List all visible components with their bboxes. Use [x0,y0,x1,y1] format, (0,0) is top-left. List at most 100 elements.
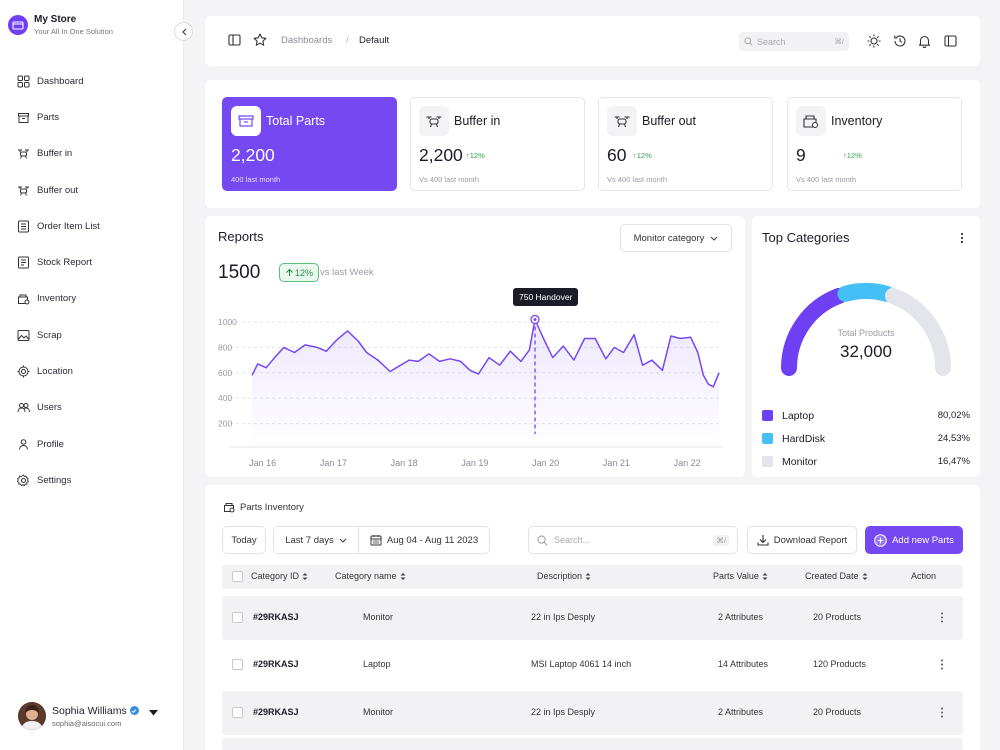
list-icon [17,220,30,233]
user-profile[interactable]: Sophia Williams sophia@aisocui.com [18,702,139,730]
legend-label: Monitor [782,455,818,468]
sidebar-item-location[interactable]: Location [0,353,184,389]
sort-icon [585,572,591,581]
table-row[interactable] [222,738,963,750]
legend-label: Laptop [782,409,815,422]
sidebar-item-parts[interactable]: Parts [0,99,184,135]
sidebar-item-profile[interactable]: Profile [0,426,184,462]
sidebar-item-users[interactable]: Users [0,390,184,426]
sun-icon[interactable] [867,34,881,48]
column-header-created-date[interactable]: Created Date [805,571,868,581]
total-parts-stat-card[interactable]: Total Parts 2,200 400 last month [222,97,397,191]
row-action-icon[interactable] [940,612,944,623]
stat-title: Buffer out [642,114,696,128]
sidebar-item-scrap[interactable]: Scrap [0,317,184,353]
panel-toggle-icon[interactable] [944,35,957,47]
sidebar-item-label: Buffer out [37,184,79,196]
gauge-segment-laptop [781,287,847,376]
table-row[interactable]: #29RKASJ Laptop MSI Laptop 4061 14 inch 14 … [222,643,963,687]
buffer-in-stat-card[interactable]: Buffer in 2,200 ↑12% Vs 400 last month [410,97,585,191]
chevron-down-icon [339,538,347,543]
bell-icon[interactable] [918,34,931,48]
add-new-parts-button[interactable]: Add new Parts [865,526,963,554]
sidebar-item-buffer-in[interactable]: Buffer in [0,136,184,172]
cell-name: Laptop [363,659,391,669]
column-header-label: Category ID [251,571,300,581]
column-header-category-name[interactable]: Category name [335,571,406,581]
chart-tooltip: 750 Handover [513,288,579,306]
x-tick-label: Jan 19 [461,458,488,468]
breadcrumb-root[interactable]: Dashboards [281,35,333,46]
caret-down-icon[interactable] [149,710,158,716]
inventory-stat-card[interactable]: Inventory 9 ↑12% Vs 400 last month [787,97,962,191]
inventory-search-input[interactable]: Search... ⌘/ [528,526,738,554]
chevron-down-icon [710,236,718,241]
column-header-label: Created Date [805,571,859,581]
sidebar-item-dashboard[interactable]: Dashboard [0,63,184,99]
select-all-checkbox[interactable] [232,571,243,582]
row-checkbox[interactable] [232,707,243,718]
legend-label: HardDisk [782,432,826,445]
reports-value: 1500 [218,262,261,283]
sidebar-item-buffer-out[interactable]: Buffer out [0,172,184,208]
star-icon[interactable] [253,33,267,47]
top-search-input[interactable]: Search ⌘/ [739,32,849,51]
gauge-segment-monitor [885,287,951,376]
legend-value: 24,53% [937,433,970,444]
categories-legend: Laptop 80,02% HardDisk 24,53% Monitor 16,47% [762,404,970,473]
user-email: sophia@aisocui.com [52,718,122,728]
reports-change-badge: 12% [279,263,320,282]
y-tick-label: 1000 [218,317,237,327]
image-icon [17,329,30,342]
cell-created: 20 Products [813,707,862,717]
date-picker[interactable]: Aug 04 - Aug 11 2023 [358,526,490,554]
monitor-category-select[interactable]: Monitor category [620,224,732,252]
brand[interactable]: My Store Your All In One Solution [8,14,113,36]
stat-change: ↑12% [633,151,652,160]
select-value: Monitor category [633,232,705,244]
cell-id: #29RKASJ [253,612,299,622]
history-icon[interactable] [893,34,907,48]
download-label: Download Report [773,534,848,546]
sidebar-nav: Dashboard Parts Buffer in Buffer out Order I… [0,63,184,499]
sidebar: My Store Your All In One Solution Dashbo… [0,0,184,750]
column-header-label: Parts Value [713,571,759,581]
today-button[interactable]: Today [222,526,266,554]
column-header-description[interactable]: Description [537,571,591,581]
row-checkbox[interactable] [232,659,243,670]
column-header-action: Action [911,571,936,581]
y-tick-label: 200 [218,419,232,429]
sidebar-item-inventory[interactable]: Inventory [0,281,184,317]
cell-desc: MSI Laptop 4061 14 inch [531,659,632,669]
column-header-category-id[interactable]: Category ID [251,571,308,581]
column-header-parts-value[interactable]: Parts Value [713,571,768,581]
x-tick-label: Jan 17 [320,458,347,468]
inventory-search-placeholder: Search... [554,535,591,545]
x-tick-label: Jan 18 [391,458,418,468]
cell-id: #29RKASJ [253,659,299,669]
add-label: Add new Parts [892,534,954,546]
shortcut-hint: ⌘/ [834,37,844,46]
table-row[interactable]: #29RKASJ Monitor 22 in Ips Desply 2 Attribu… [222,596,963,640]
sidebar-toggle-icon[interactable] [228,34,241,46]
date-range-value: Aug 04 - Aug 11 2023 [386,534,479,546]
sidebar-item-settings[interactable]: Settings [0,462,184,498]
categories-gauge [781,283,951,376]
user-icon [17,438,30,451]
sidebar-item-stock-report[interactable]: Stock Report [0,244,184,280]
sidebar-item-order-item-list[interactable]: Order Item List [0,208,184,244]
stat-subtitle: 400 last month [231,175,281,184]
row-checkbox[interactable] [232,612,243,623]
more-vertical-icon[interactable] [960,232,964,244]
row-action-icon[interactable] [940,707,944,718]
brand-name: My Store [34,14,77,25]
collapse-sidebar-button[interactable] [174,22,193,41]
inventory-icon [796,106,826,136]
table-row[interactable]: #29RKASJ Monitor 22 in Ips Desply 2 Attribu… [222,691,963,735]
stat-title: Inventory [831,114,883,128]
search-icon [744,37,753,46]
row-action-icon[interactable] [940,659,944,670]
download-report-button[interactable]: Download Report [747,526,857,554]
date-range-select[interactable]: Last 7 days [273,526,359,554]
buffer-out-stat-card[interactable]: Buffer out 60 ↑12% Vs 400 last month [598,97,773,191]
